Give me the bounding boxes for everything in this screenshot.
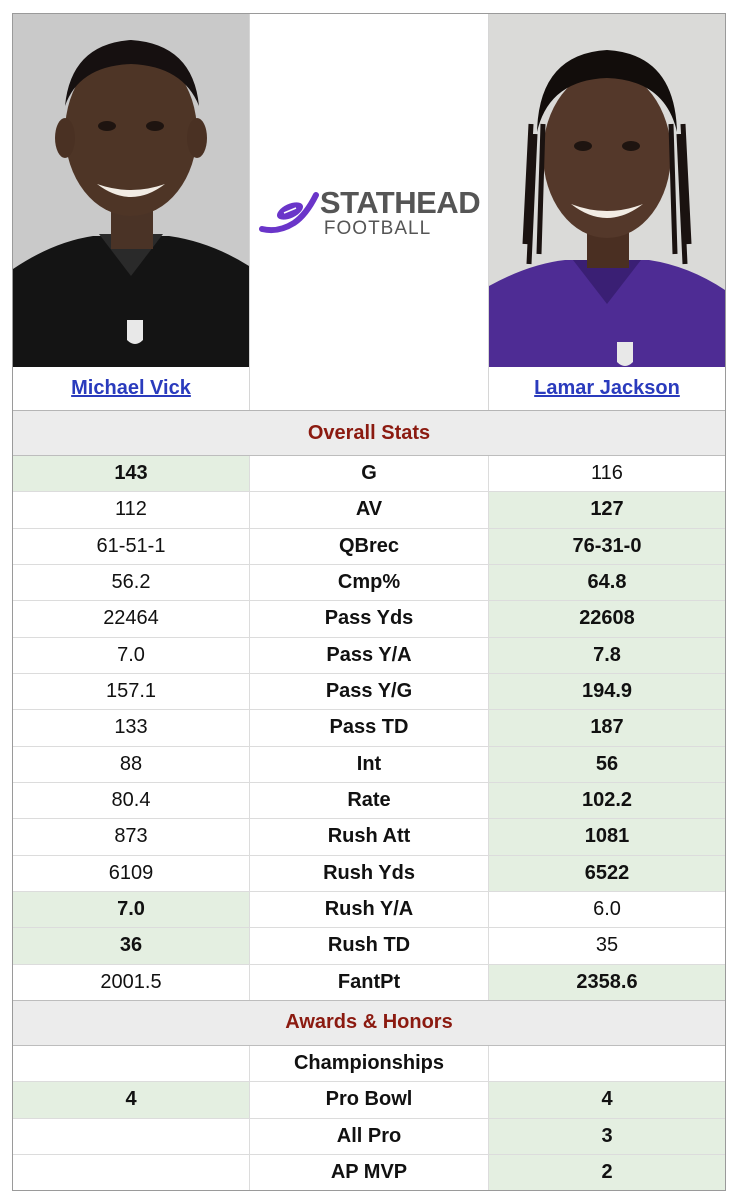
- left-value: 873: [114, 825, 148, 848]
- right-player-link[interactable]: Lamar Jackson: [534, 377, 680, 399]
- stat-row: 36 Rush TD 35: [13, 928, 725, 965]
- left-value: 157.1: [105, 680, 157, 703]
- stat-label: AP MVP: [249, 1154, 489, 1191]
- section-header-awards: Awards & Honors: [13, 999, 725, 1046]
- right-value: 7.8: [489, 637, 725, 673]
- stat-row: 4 Pro Bowl 4: [13, 1082, 725, 1119]
- overall-rows: 143 G 116 112 AV 127 61-51-1 QBrec 76-31-0 56.2 Cm…: [13, 456, 725, 1000]
- left-value: [13, 1046, 249, 1081]
- right-value: 187: [489, 710, 725, 746]
- right-value: 116: [591, 462, 623, 485]
- left-value: [13, 1155, 249, 1190]
- stat-label: AV: [249, 492, 489, 528]
- right-value: 76-31-0: [489, 528, 725, 564]
- stat-row: AP MVP 2: [13, 1154, 725, 1191]
- right-value: 3: [489, 1118, 725, 1154]
- right-value: [489, 1046, 725, 1081]
- stat-label: Rush TD: [249, 928, 489, 964]
- stat-label: Pass TD: [249, 710, 489, 746]
- right-value: 2358.6: [489, 964, 725, 1000]
- logo-wordmark-line1: STATHEAD: [319, 184, 481, 220]
- stat-label: Rush Att: [249, 819, 489, 855]
- left-value: 7.0: [117, 643, 145, 666]
- football-icon: [258, 192, 319, 234]
- logo-area: STATHEAD FOOTBALL: [249, 14, 489, 410]
- left-value: 133: [114, 716, 148, 739]
- stathead-logo: STATHEAD FOOTBALL: [258, 184, 481, 239]
- left-value: 112: [115, 498, 147, 521]
- stat-row: 80.4 Rate 102.2: [13, 782, 725, 820]
- left-value: 2001.5: [100, 970, 162, 993]
- left-value: 4: [13, 1082, 249, 1118]
- stat-row: Championships: [13, 1045, 725, 1083]
- right-player: Lamar Jackson: [489, 14, 725, 410]
- left-player: Michael Vick: [13, 14, 249, 410]
- stat-row: 22464 Pass Yds 22608: [13, 601, 725, 638]
- stat-row: 112 AV 127: [13, 492, 725, 529]
- stat-row: 873 Rush Att 1081: [13, 819, 725, 856]
- left-player-link[interactable]: Michael Vick: [71, 377, 191, 399]
- stat-label: Pass Yds: [249, 601, 489, 637]
- stat-label: FantPt: [249, 964, 489, 1000]
- right-value: 35: [595, 934, 619, 957]
- left-value: 36: [13, 928, 249, 964]
- left-value: 88: [119, 752, 143, 775]
- right-value: 102.2: [489, 782, 725, 819]
- left-value: 80.4: [111, 789, 151, 812]
- left-value: 6109: [108, 861, 154, 884]
- stat-row: All Pro 3: [13, 1118, 725, 1155]
- stat-label: Rush Y/A: [249, 891, 489, 928]
- stat-label: Pass Y/G: [249, 673, 489, 710]
- right-player-photo: [489, 14, 725, 367]
- logo-wordmark-line2: FOOTBALL: [323, 217, 432, 239]
- left-value: 143: [13, 456, 249, 492]
- stat-row: 133 Pass TD 187: [13, 710, 725, 747]
- right-value: 4: [489, 1082, 725, 1118]
- stat-row: 56.2 Cmp% 64.8: [13, 564, 725, 602]
- comparison-card: Michael Vick STATHEAD FOOTBALL: [12, 13, 726, 1192]
- left-value: 61-51-1: [96, 534, 166, 557]
- stat-row: 157.1 Pass Y/G 194.9: [13, 673, 725, 711]
- awards-rows: Championships 4 Pro Bowl 4 All Pro 3 AP MVP 2: [13, 1045, 725, 1191]
- stat-label: Rush Yds: [249, 855, 489, 891]
- left-player-photo: [13, 14, 249, 367]
- left-value: [13, 1119, 249, 1154]
- right-value: 194.9: [489, 673, 725, 710]
- stat-label: Cmp%: [249, 564, 489, 601]
- right-value: 56: [489, 746, 725, 782]
- stat-row: 61-51-1 QBrec 76-31-0: [13, 528, 725, 565]
- right-value: 6522: [489, 855, 725, 891]
- left-value: 56.2: [111, 571, 151, 594]
- right-value: 22608: [489, 601, 725, 637]
- stat-label: Int: [249, 746, 489, 782]
- stat-row: 143 G 116: [13, 456, 725, 493]
- right-value: 2: [489, 1154, 725, 1191]
- stat-label: QBrec: [249, 528, 489, 564]
- players-header: Michael Vick STATHEAD FOOTBALL: [13, 14, 725, 411]
- right-value: 1081: [489, 819, 725, 855]
- stat-label: G: [249, 456, 489, 492]
- stat-row: 88 Int 56: [13, 746, 725, 783]
- right-value: 127: [489, 492, 725, 528]
- stats-table: Overall Stats 143 G 116 112 AV 127 61-51-1 QBre…: [13, 411, 725, 1191]
- stat-label: Championships: [249, 1045, 489, 1082]
- section-header-overall: Overall Stats: [13, 411, 725, 456]
- stat-label: All Pro: [249, 1118, 489, 1154]
- stat-row: 7.0 Rush Y/A 6.0: [13, 891, 725, 929]
- stat-row: 7.0 Pass Y/A 7.8: [13, 637, 725, 674]
- stat-row: 2001.5 FantPt 2358.6: [13, 964, 725, 1000]
- stat-label: Pass Y/A: [249, 637, 489, 673]
- right-value: 64.8: [489, 564, 725, 601]
- stat-label: Rate: [249, 782, 489, 819]
- left-value: 22464: [103, 607, 159, 630]
- right-value: 6.0: [593, 898, 621, 921]
- left-value: 7.0: [13, 891, 249, 928]
- stat-label: Pro Bowl: [249, 1082, 489, 1118]
- stat-row: 6109 Rush Yds 6522: [13, 855, 725, 892]
